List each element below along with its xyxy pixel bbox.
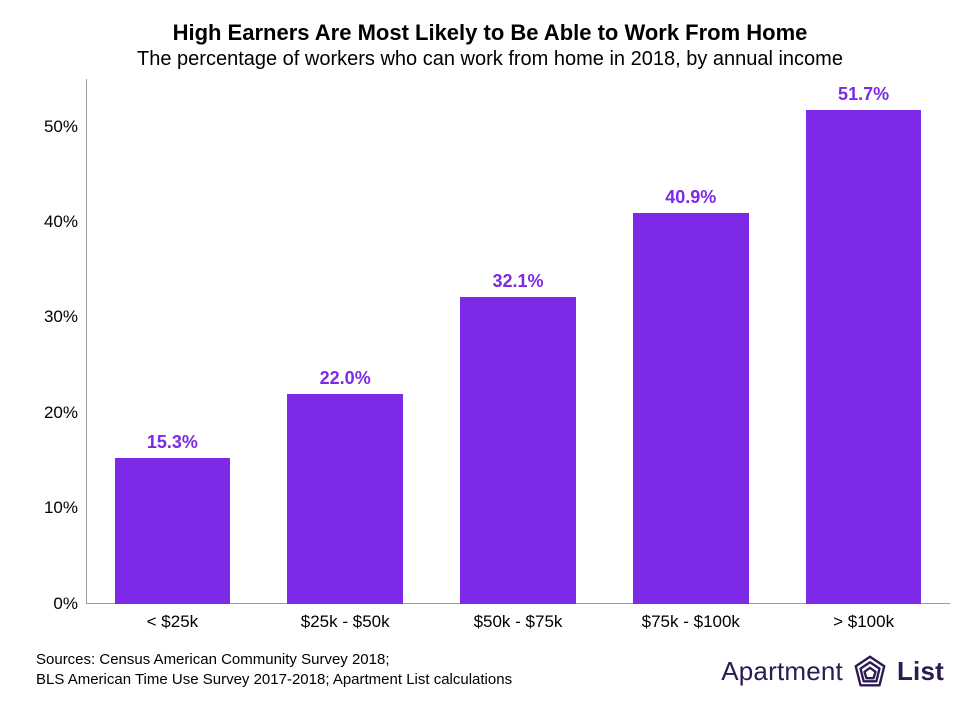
- x-tick-label: $25k - $50k: [259, 612, 432, 632]
- x-tick-label: > $100k: [777, 612, 950, 632]
- brand-text-2: List: [897, 656, 944, 687]
- plot-area: 0%10%20%30%40%50% 15.3%22.0%32.1%40.9%51…: [30, 79, 950, 604]
- source-line-2: BLS American Time Use Survey 2017-2018; …: [36, 670, 512, 690]
- bar-slot: 15.3%: [86, 79, 259, 604]
- chart-container: High Earners Are Most Likely to Be Able …: [0, 0, 980, 710]
- bar: 22.0%: [287, 394, 403, 604]
- x-axis: < $25k$25k - $50k$50k - $75k$75k - $100k…: [86, 612, 950, 632]
- chart-subtitle: The percentage of workers who can work f…: [30, 48, 950, 71]
- x-tick-label: < $25k: [86, 612, 259, 632]
- bar-slot: 32.1%: [432, 79, 605, 604]
- x-tick-label: $50k - $75k: [432, 612, 605, 632]
- brand-word-2: List: [897, 656, 944, 686]
- brand-word-1: Apartment: [721, 656, 843, 686]
- bar-value-label: 32.1%: [492, 271, 543, 292]
- bars-group: 15.3% 22.0% 32.1% 40.9% 51.7%: [86, 79, 950, 604]
- y-tick-label: 30%: [44, 307, 78, 327]
- bar-slot: 40.9%: [604, 79, 777, 604]
- bar: 15.3%: [115, 458, 231, 604]
- y-tick-label: 20%: [44, 403, 78, 423]
- chart-titles: High Earners Are Most Likely to Be Able …: [30, 20, 950, 71]
- source-line-1: Sources: Census American Community Surve…: [36, 650, 512, 670]
- plot: 15.3% 22.0% 32.1% 40.9% 51.7%: [86, 79, 950, 604]
- y-tick-label: 10%: [44, 498, 78, 518]
- pentagon-icon: [851, 652, 889, 690]
- bar-slot: 22.0%: [259, 79, 432, 604]
- y-tick-label: 50%: [44, 117, 78, 137]
- chart-footer: Sources: Census American Community Surve…: [30, 650, 950, 691]
- source-attribution: Sources: Census American Community Surve…: [36, 650, 512, 691]
- y-tick-label: 0%: [53, 594, 78, 614]
- x-tick-label: $75k - $100k: [604, 612, 777, 632]
- brand-logo: Apartment List: [721, 652, 944, 690]
- bar-value-label: 22.0%: [320, 368, 371, 389]
- bar-value-label: 15.3%: [147, 432, 198, 453]
- chart-title: High Earners Are Most Likely to Be Able …: [30, 20, 950, 46]
- bar: 40.9%: [633, 213, 749, 603]
- bar: 51.7%: [806, 110, 922, 603]
- y-tick-label: 40%: [44, 212, 78, 232]
- bar-value-label: 51.7%: [838, 84, 889, 105]
- bar-value-label: 40.9%: [665, 187, 716, 208]
- y-axis: 0%10%20%30%40%50%: [30, 79, 86, 604]
- bar-slot: 51.7%: [777, 79, 950, 604]
- bar: 32.1%: [460, 297, 576, 603]
- brand-text: Apartment: [721, 656, 843, 687]
